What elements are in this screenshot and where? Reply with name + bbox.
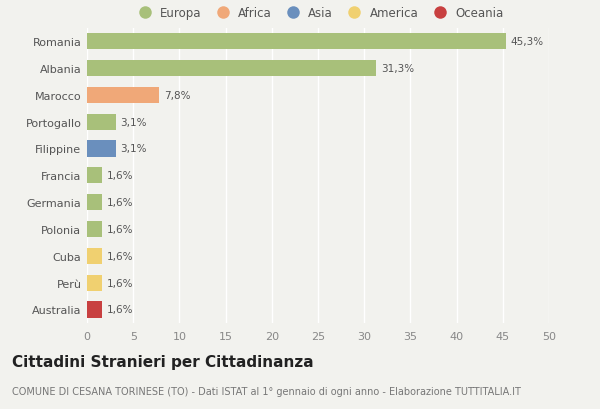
Text: 31,3%: 31,3%: [381, 64, 414, 74]
Bar: [87, 168, 102, 184]
Bar: [87, 195, 102, 211]
Text: 7,8%: 7,8%: [164, 90, 190, 101]
Bar: [87, 61, 376, 77]
Text: 3,1%: 3,1%: [120, 144, 147, 154]
Bar: [87, 302, 102, 318]
Legend: Europa, Africa, Asia, America, Oceania: Europa, Africa, Asia, America, Oceania: [133, 7, 503, 20]
Text: 45,3%: 45,3%: [510, 37, 544, 47]
Bar: [87, 221, 102, 238]
Bar: [87, 34, 506, 50]
Text: COMUNE DI CESANA TORINESE (TO) - Dati ISTAT al 1° gennaio di ogni anno - Elabora: COMUNE DI CESANA TORINESE (TO) - Dati IS…: [12, 387, 521, 396]
Text: 1,6%: 1,6%: [106, 225, 133, 234]
Text: 1,6%: 1,6%: [106, 278, 133, 288]
Text: 1,6%: 1,6%: [106, 251, 133, 261]
Bar: [87, 275, 102, 291]
Bar: [87, 114, 116, 130]
Text: 3,1%: 3,1%: [120, 117, 147, 127]
Text: 1,6%: 1,6%: [106, 171, 133, 181]
Bar: [87, 248, 102, 264]
Text: 1,6%: 1,6%: [106, 198, 133, 208]
Text: 1,6%: 1,6%: [106, 305, 133, 315]
Bar: [87, 88, 159, 103]
Bar: [87, 141, 116, 157]
Text: Cittadini Stranieri per Cittadinanza: Cittadini Stranieri per Cittadinanza: [12, 354, 314, 369]
